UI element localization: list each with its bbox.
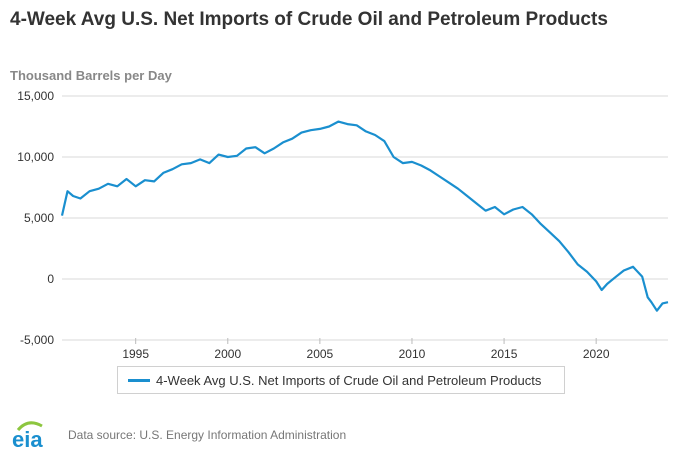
y-tick-label: 15,000 [17, 89, 54, 103]
y-tick-label: 10,000 [17, 150, 54, 164]
x-tick-label: 2020 [583, 347, 610, 360]
legend-swatch [128, 378, 150, 382]
eia-logo-swoosh [16, 421, 43, 432]
footer: eia Data source: U.S. Energy Information… [10, 420, 346, 450]
y-tick-label: -5,000 [20, 333, 54, 347]
chart-title: 4-Week Avg U.S. Net Imports of Crude Oil… [10, 9, 608, 30]
y-tick-labels: 15,000 10,000 5,000 0 -5,000 [17, 89, 54, 347]
x-tick-label: 2005 [307, 347, 334, 360]
x-tick-label: 2010 [399, 347, 426, 360]
eia-logo-icon[interactable]: eia [10, 420, 54, 450]
series-lines [60, 120, 669, 312]
eia-logo-text: eia [12, 427, 43, 450]
x-tick-labels: 1995 2000 2005 2010 2015 2020 [122, 347, 610, 360]
gridlines [62, 95, 668, 344]
data-source-text: Data source: U.S. Energy Information Adm… [68, 428, 347, 442]
x-tick-label: 2015 [491, 347, 518, 360]
chart-legend[interactable]: 4-Week Avg U.S. Net Imports of Crude Oil… [117, 366, 565, 394]
x-tick-label: 1995 [122, 347, 149, 360]
line-chart: 15,000 10,000 5,000 0 -5,000 1995 2000 2005 201… [17, 89, 669, 360]
series-line[interactable] [60, 120, 669, 312]
legend-label: 4-Week Avg U.S. Net Imports of Crude Oil… [156, 372, 542, 388]
x-tick-label: 2000 [214, 347, 241, 360]
y-tick-label: 5,000 [24, 211, 54, 225]
y-tick-label: 0 [47, 272, 54, 286]
y-axis-label: Thousand Barrels per Day [10, 68, 172, 83]
